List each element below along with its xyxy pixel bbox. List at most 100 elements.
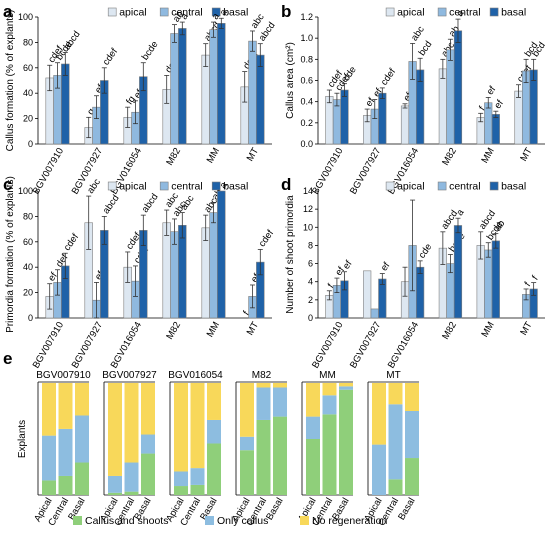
x-tick-label: MT	[518, 146, 534, 164]
stack-segment-no-regeneration	[190, 383, 205, 469]
x-tick-label: BGV016054	[386, 320, 421, 370]
x-tick-label: M82	[164, 146, 183, 168]
stack-segment-only-callus	[42, 435, 56, 481]
y-tick-label: 0.0	[300, 139, 313, 149]
y-tick-label: 0	[28, 139, 33, 149]
bar-M82-apical	[162, 222, 171, 319]
group-header: M82	[252, 370, 272, 381]
stack-segment-only-callus	[339, 386, 353, 390]
bar-MM-central	[484, 102, 493, 145]
bar-MM-central	[484, 249, 493, 319]
stack-segment-callus-and-shoots	[256, 419, 271, 495]
legend-label-central: central	[449, 181, 481, 193]
stack-segment-only-callus	[124, 462, 139, 492]
stack-segment-no-regeneration	[174, 383, 188, 472]
stack-segment-only-callus	[75, 415, 89, 463]
legend-swatch-central	[437, 7, 447, 17]
significance-letter: ab	[171, 9, 186, 24]
group-header: MM	[319, 370, 336, 381]
stack-segment-callus-and-shoots	[405, 458, 419, 495]
y-tick-label: 0	[308, 313, 313, 323]
legend-swatch-e	[73, 516, 82, 525]
y-axis-label: Primordia formation (% of explants)	[5, 176, 16, 333]
panel-letter-a: a	[3, 2, 13, 21]
stack-segment-only-callus	[306, 416, 320, 439]
legend-label-apical: apical	[397, 7, 424, 19]
y-tick-label: 0.2	[300, 118, 313, 128]
bar-MM-basal	[491, 114, 500, 145]
x-tick-label: MT	[245, 146, 261, 164]
legend-label-basal: basal	[223, 181, 248, 193]
x-tick-label: MM	[205, 320, 222, 339]
y-tick-label: 80	[23, 211, 33, 221]
legend-swatch-basal	[211, 7, 221, 17]
stack-segment-callus-and-shoots	[322, 414, 337, 495]
x-tick-label: BGV007927	[70, 320, 105, 370]
stack-segment-only-callus	[322, 395, 337, 415]
bar-M82-basal	[178, 28, 187, 145]
y-axis-label: Callus formation (% of explants)	[5, 10, 16, 152]
legend-swatch-basal	[211, 181, 221, 191]
significance-letter: f	[326, 282, 337, 291]
x-tick-label: M82	[164, 320, 183, 342]
bar-MM-basal	[217, 23, 226, 145]
significance-letter: ef	[492, 98, 506, 111]
stack-segment-only-callus	[256, 387, 271, 420]
legend-label-basal: basal	[501, 7, 526, 19]
bar-MT-basal	[256, 54, 265, 145]
x-tick-label: M82	[440, 320, 459, 342]
y-tick-label: 60	[23, 63, 33, 73]
legend-label-apical: apical	[397, 181, 424, 193]
stack-segment-no-regeneration	[256, 383, 271, 388]
significance-letter: cdef	[379, 66, 399, 87]
group-header: BGV016054	[168, 370, 223, 381]
stack-segment-only-callus	[240, 436, 254, 451]
significance-letter: f	[530, 274, 541, 283]
stack-segment-callus-and-shoots	[339, 389, 353, 495]
stack-segment-callus-and-shoots	[75, 462, 89, 495]
significance-letter: a	[218, 7, 230, 18]
y-tick-label: 10	[303, 222, 313, 232]
stack-segment-callus-and-shoots	[174, 486, 188, 495]
chart-panel-d: 0 2 4 6 8 10 12 14 Number of shoot primordia apic…	[285, 181, 545, 370]
significance-letter: ab	[492, 218, 507, 233]
stack-segment-only-callus	[58, 428, 73, 476]
y-axis-label: Callus area (cm²)	[285, 42, 296, 119]
y-tick-label: 2	[308, 295, 313, 305]
stack-segment-callus-and-shoots	[141, 453, 155, 495]
stack-segment-callus-and-shoots	[124, 491, 139, 495]
legend-swatch-e	[205, 516, 214, 525]
legend-swatch-central	[437, 181, 447, 191]
stack-segment-callus-and-shoots	[240, 450, 254, 495]
y-tick-label: 20	[23, 114, 33, 124]
stack-segment-no-regeneration	[273, 383, 287, 388]
significance-letter: bcde	[140, 39, 161, 62]
bar-MM-apical	[201, 227, 210, 319]
significance-letter: ef	[379, 260, 393, 273]
stack-segment-only-callus	[273, 387, 287, 417]
stack-segment-callus-and-shoots	[273, 416, 287, 495]
significance-letter: a	[210, 11, 222, 22]
x-tick-label: BGV007927	[348, 320, 383, 370]
bar-MT-apical	[514, 90, 523, 145]
legend-label-central: central	[171, 7, 203, 19]
stack-segment-no-regeneration	[58, 383, 73, 429]
stack-segment-only-callus	[190, 468, 205, 485]
stack-segment-callus-and-shoots	[58, 475, 73, 495]
stack-segment-no-regeneration	[124, 383, 139, 463]
significance-letter: abcd	[140, 192, 161, 215]
group-header: BGV007927	[102, 370, 157, 381]
stack-segment-callus-and-shoots	[108, 492, 122, 495]
bar-M82-basal	[453, 225, 463, 319]
y-tick-label: 60	[23, 237, 33, 247]
bar-BGV007910-basal	[61, 63, 70, 145]
group-header: BGV007910	[36, 370, 91, 381]
legend-swatch-central	[159, 181, 169, 191]
y-tick-label: 0.4	[300, 97, 313, 107]
significance-letter: a	[218, 179, 230, 190]
x-tick-label: MM	[479, 146, 496, 165]
y-tick-label: 14	[303, 186, 313, 196]
stack-segment-no-regeneration	[108, 383, 122, 476]
